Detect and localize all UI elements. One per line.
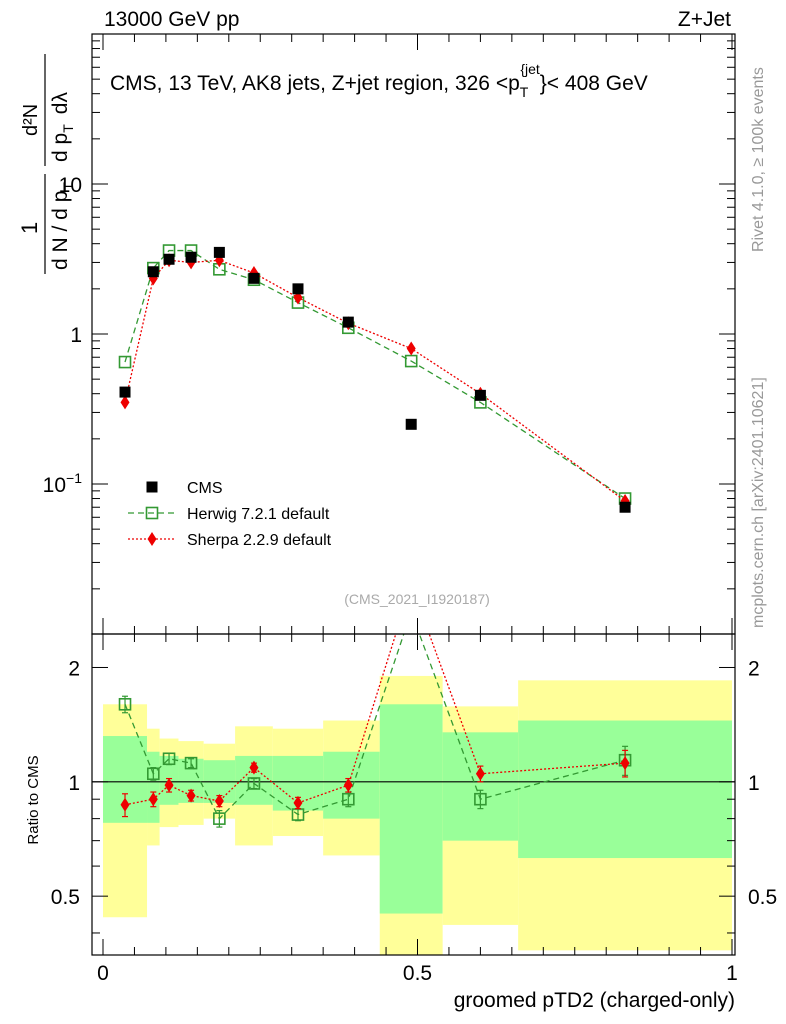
ratio-y-tick-label-left: 2 (68, 657, 80, 680)
ratio-point-herwig (213, 812, 226, 825)
legend-marker-herwig (145, 506, 159, 520)
main-point-cms (342, 316, 354, 328)
svg-text:d N / d pT: d N / d pT (49, 182, 76, 270)
main-y-axis-label: 1 d N / d pT d²N d pTdλ (17, 54, 76, 274)
ratio-point-herwig (474, 792, 487, 806)
main-point-cms (248, 272, 260, 284)
ratio-point-sherpa (164, 778, 174, 793)
main-point-cms (213, 246, 225, 258)
main-point-herwig (404, 354, 418, 368)
main-point-cms (119, 386, 131, 398)
analysis-watermark: (CMS_2021_I1920187) (344, 591, 490, 607)
ratio-point-herwig (147, 767, 160, 781)
legend-label-sherpa: Sherpa 2.2.9 default (187, 532, 332, 549)
main-point-cms (147, 266, 159, 278)
ratio-point-herwig (118, 697, 132, 711)
ratio-point-sherpa (343, 778, 353, 793)
x-tick-label: 0 (97, 962, 109, 985)
rivet-version-label: Rivet 4.1.0, ≥ 100k events (750, 67, 767, 252)
legend-marker-cms (146, 481, 158, 493)
ratio-y-tick-label-left: 1 (68, 772, 80, 795)
ratio-point-sherpa (120, 797, 130, 812)
main-y-tick-label: 1 (70, 324, 82, 347)
ratio-point-herwig (342, 792, 355, 806)
ratio-y-tick-label-right: 0.5 (748, 886, 777, 909)
main-point-cms (185, 251, 197, 263)
ratio-series (92, 578, 735, 828)
ratio-frame (91, 633, 736, 956)
legend-marker-sherpa (147, 532, 157, 546)
legend-label-cms: CMS (187, 480, 223, 497)
ratio-point-sherpa (148, 792, 158, 807)
main-point-sherpa (120, 395, 130, 410)
main-point-cms (619, 501, 631, 513)
process-label: Z+Jet (677, 8, 731, 31)
main-point-cms (292, 283, 304, 295)
ratio-point-sherpa (620, 756, 630, 771)
main-point-cms (405, 418, 417, 430)
ratio-point-sherpa (407, 578, 416, 592)
main-line-herwig (124, 249, 626, 500)
ratio-y-tick-label-right: 2 (748, 657, 760, 680)
legend-label-herwig: Herwig 7.2.1 default (187, 506, 330, 523)
legend: CMS Herwig 7.2.1 default Sherpa 2.2.9 defa… (128, 480, 332, 549)
svg-text:1: 1 (17, 222, 42, 234)
band-inner-9 (442, 732, 519, 841)
ratio-point-sherpa (475, 766, 485, 781)
ratio-y-tick-label-left: 0.5 (51, 886, 80, 909)
main-y-tick-label: 10−1 (43, 470, 83, 497)
svg-text:d pTdλ: d pTdλ (49, 92, 76, 162)
band-inner-1 (147, 751, 160, 823)
ratio-point-herwig (162, 752, 176, 766)
ratio-uncertainty-bands (103, 675, 732, 955)
main-point-sherpa (406, 341, 416, 356)
main-point-cms (163, 253, 175, 265)
svg-text:d²N: d²N (20, 104, 42, 136)
main-series (118, 244, 632, 513)
band-inner-8 (379, 704, 443, 914)
ratio-point-sherpa (249, 760, 259, 775)
ratio-y-tick-label-right: 1 (748, 772, 760, 795)
main-point-herwig (118, 355, 132, 369)
energy-label: 13000 GeV pp (104, 8, 240, 31)
ratio-point-herwig (184, 756, 198, 770)
ratio-point-sherpa (186, 788, 196, 803)
band-inner-10 (518, 720, 732, 859)
main-chart-title: CMS, 13 TeV, AK8 jets, Z+jet region, 326… (110, 61, 648, 100)
ratio-point-sherpa (214, 794, 224, 809)
x-tick-label: 0.5 (403, 962, 432, 985)
main-y-tick-label: 10 (59, 174, 82, 197)
main-point-cms (474, 389, 486, 401)
ratio-point-herwig (406, 606, 417, 617)
ratio-y-axis-label: Ratio to CMS (25, 755, 42, 844)
axes: 10−1 1 10 0.5 0.5 1 1 2 2 0 0.5 1 (43, 33, 777, 985)
ratio-point-sherpa (293, 795, 303, 810)
main-line-sherpa (124, 259, 626, 502)
x-tick-label: 1 (726, 962, 738, 985)
source-reference-label: mcplots.cern.ch [arXiv:2401.10621] (750, 377, 767, 628)
x-axis-label: groomed pTD2 (charged-only) (454, 989, 735, 1012)
ratio-point-herwig (247, 777, 261, 790)
